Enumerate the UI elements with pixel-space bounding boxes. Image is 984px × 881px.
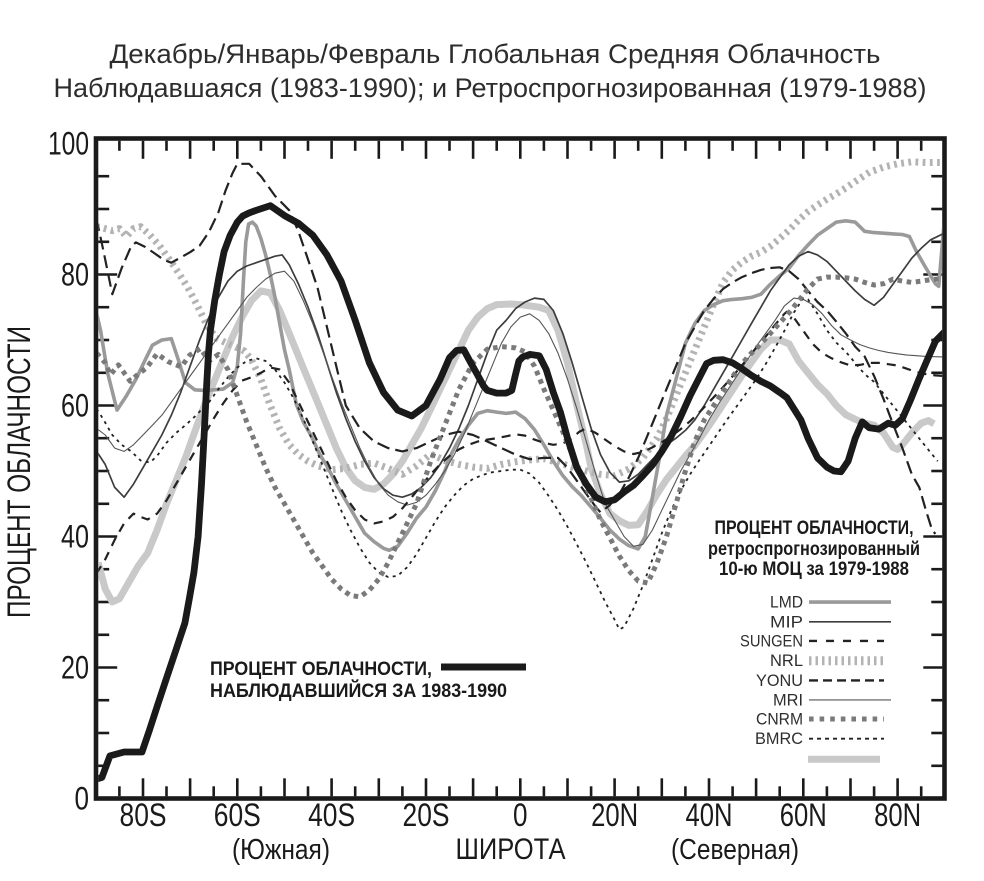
svg-text:60N: 60N [780,797,827,833]
svg-text:LMD: LMD [770,594,803,612]
svg-text:Наблюдавшаяся (1983-1990); и Р: Наблюдавшаяся (1983-1990); и Ретроспрогн… [54,73,927,103]
svg-text:20N: 20N [591,797,638,833]
svg-text:ПРОЦЕНТ ОБЛАЧНОСТИ: ПРОЦЕНТ ОБЛАЧНОСТИ [1,326,37,618]
svg-text:ретроспрогнозированный: ретроспрогнозированный [708,538,920,560]
svg-text:60: 60 [61,388,89,424]
svg-text:BMRC: BMRC [755,730,803,748]
svg-text:НАБЛЮДАВШИЙСЯ ЗА 1983-1990: НАБЛЮДАВШИЙСЯ ЗА 1983-1990 [210,678,507,702]
svg-text:60S: 60S [214,797,261,833]
svg-text:MIP: MIP [770,613,803,631]
svg-text:ПРОЦЕНТ ОБЛАЧНОСТИ,: ПРОЦЕНТ ОБЛАЧНОСТИ, [715,517,914,539]
svg-text:NRL: NRL [770,652,803,670]
svg-text:0: 0 [75,781,90,817]
svg-text:40N: 40N [686,797,733,833]
svg-text:Декабрь/Январь/Февраль Глобаль: Декабрь/Январь/Февраль Глобальная Средня… [110,39,881,69]
svg-text:40S: 40S [308,797,355,833]
svg-text:ШИРОТА: ШИРОТА [456,833,566,866]
svg-text:20: 20 [61,650,89,686]
svg-text:SUNGEN: SUNGEN [740,632,803,650]
svg-text:ПРОЦЕНТ ОБЛАЧНОСТИ,: ПРОЦЕНТ ОБЛАЧНОСТИ, [210,658,432,680]
svg-text:80: 80 [61,257,89,293]
svg-text:20S: 20S [403,797,450,833]
svg-text:80S: 80S [120,797,167,833]
svg-text:MRI: MRI [773,691,803,709]
svg-text:0: 0 [513,797,528,833]
svg-text:(Северная): (Северная) [671,834,799,866]
svg-text:100: 100 [48,126,89,162]
svg-text:YONU: YONU [756,672,803,690]
svg-text:80N: 80N [874,797,921,833]
svg-text:10-ю МОЦ за 1979-1988: 10-ю МОЦ за 1979-1988 [719,558,909,580]
svg-text:CNRM: CNRM [756,711,803,729]
svg-text:40: 40 [61,519,89,555]
svg-text:(Южная): (Южная) [232,834,330,866]
